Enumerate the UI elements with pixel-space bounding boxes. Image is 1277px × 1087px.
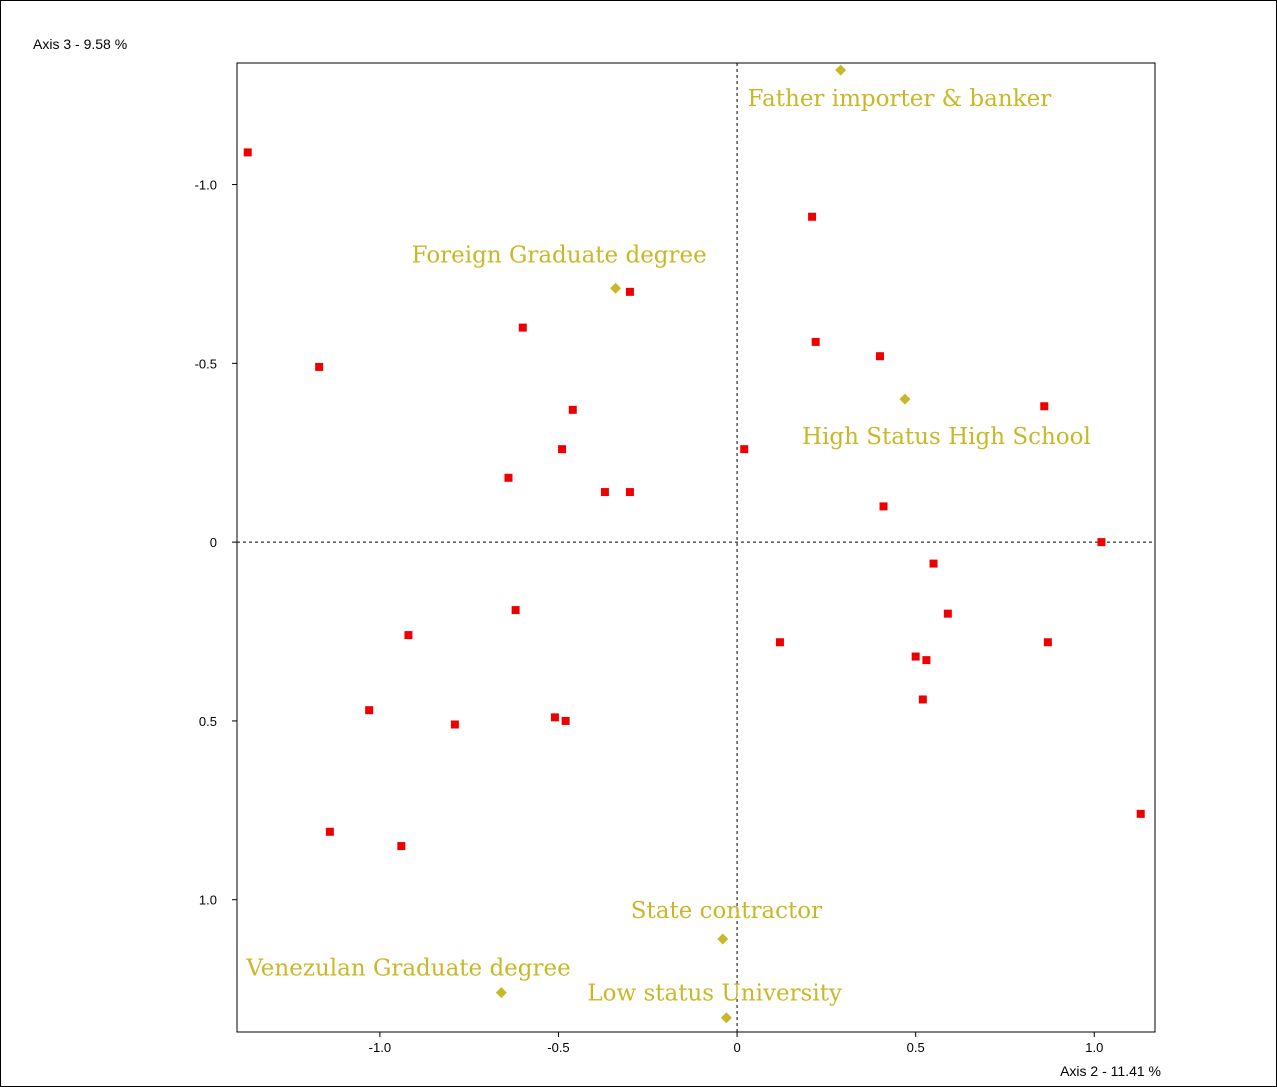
- plot-area: [236, 62, 1156, 1033]
- x-axis-ticks: -1.0 -0.5 0 0.5 1.0: [369, 1032, 1103, 1055]
- data-point-square: [1040, 402, 1049, 411]
- data-point-square: [625, 287, 634, 296]
- data-point-square: [365, 706, 374, 715]
- data-point-square: [518, 323, 527, 332]
- data-point-square: [397, 842, 406, 851]
- data-point-square: [740, 445, 749, 454]
- data-point-square: [922, 656, 931, 665]
- data-point-square: [911, 652, 920, 661]
- data-point-diamond: [720, 1012, 732, 1024]
- data-point-square: [511, 606, 520, 615]
- data-point-square: [1097, 538, 1106, 547]
- y-axis-title: Axis 3 - 9.58 %: [33, 36, 127, 52]
- point-labels: Father importer & banker Foreign Graduate…: [245, 86, 1091, 1007]
- supplementary-point-label: State contractor: [631, 898, 822, 924]
- x-tick-label: -1.0: [369, 1040, 391, 1055]
- data-point-diamond: [495, 987, 507, 999]
- data-point-square: [929, 559, 938, 568]
- data-point-square: [625, 488, 634, 497]
- x-tick-label: 0.5: [907, 1040, 925, 1055]
- data-point-square: [918, 695, 927, 704]
- y-tick-label: 0.5: [199, 714, 217, 729]
- data-point-square: [325, 827, 334, 836]
- y-tick-label: -1.0: [195, 178, 217, 193]
- x-tick-label: 0: [733, 1040, 740, 1055]
- y-tick-label: 1.0: [199, 893, 217, 908]
- supplementary-point-label: Low status University: [587, 981, 842, 1007]
- data-point-square: [943, 609, 952, 618]
- data-point-square: [808, 212, 817, 221]
- y-tick-label: -0.5: [195, 356, 217, 371]
- data-point-square: [550, 713, 559, 722]
- data-point-square: [600, 488, 609, 497]
- x-axis-title: Axis 2 - 11.41 %: [1060, 1063, 1161, 1079]
- data-point-square: [775, 638, 784, 647]
- data-point-diamond: [899, 393, 911, 405]
- data-point-square: [243, 148, 252, 157]
- data-point-square: [811, 337, 820, 346]
- data-point-square: [561, 716, 570, 725]
- data-point-diamond: [610, 282, 622, 294]
- x-tick-label: -0.5: [547, 1040, 569, 1055]
- data-point-square: [404, 631, 413, 640]
- data-point-square: [315, 362, 324, 371]
- data-point-square: [1136, 809, 1145, 818]
- supplementary-point-label: Father importer & banker: [748, 86, 1052, 112]
- data-point-square: [875, 352, 884, 361]
- y-tick-label: 0: [210, 535, 217, 550]
- reference-lines: [237, 63, 1155, 1032]
- data-points: [243, 64, 1145, 1024]
- supplementary-point-label: Foreign Graduate degree: [412, 242, 707, 268]
- data-point-square: [504, 473, 513, 482]
- data-point-diamond: [835, 64, 847, 76]
- data-point-square: [450, 720, 459, 729]
- data-point-square: [879, 502, 888, 511]
- x-tick-label: 1.0: [1085, 1040, 1103, 1055]
- data-point-square: [1043, 638, 1052, 647]
- data-point-square: [568, 405, 577, 414]
- y-axis-ticks: -1.0 -0.5 0 0.5 1.0: [195, 178, 237, 908]
- data-point-square: [558, 445, 567, 454]
- supplementary-point-label: Venezulan Graduate degree: [245, 956, 570, 982]
- data-point-diamond: [717, 933, 729, 945]
- supplementary-point-label: High Status High School: [802, 424, 1091, 450]
